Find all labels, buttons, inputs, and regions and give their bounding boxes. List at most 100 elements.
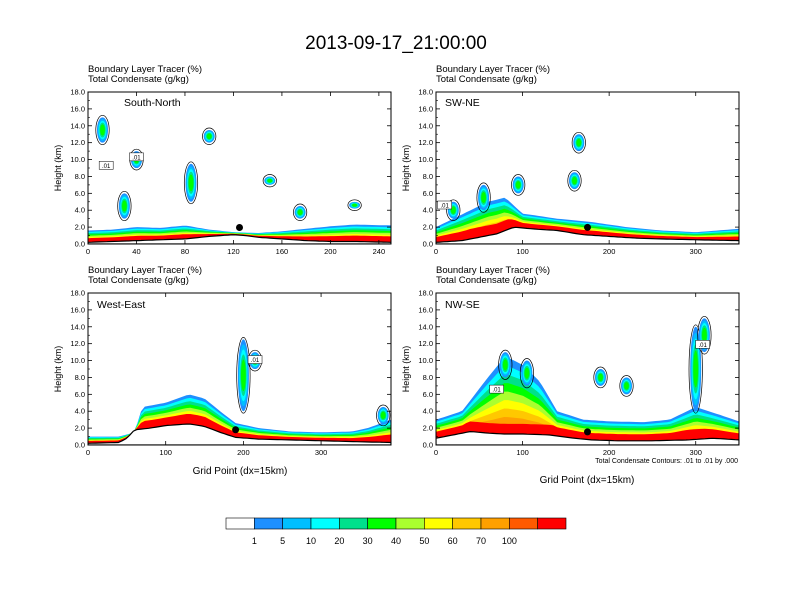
- colorbar-swatch: [395, 517, 425, 530]
- cloud-plume: [450, 206, 456, 214]
- condensate-contour: [347, 199, 362, 211]
- x-tick-label: 100: [516, 448, 529, 457]
- variable-label-condensate: Total Condensate (g/kg): [436, 275, 537, 286]
- tracer-field-south-north: .01 .01: [88, 114, 391, 244]
- condensate-contour: [202, 127, 217, 145]
- y-axis-title: Height (km): [53, 346, 63, 393]
- y-tick-label: 10.0: [70, 356, 85, 365]
- colorbar-label: 10: [306, 536, 316, 546]
- cloud-plume: [624, 382, 629, 390]
- panel-nw-se: .01 .01 0.0 2.0 4.0 6.0 8.0 10.0 12.0 14.0 16.0 18.…: [401, 265, 740, 457]
- colorbar-swatch: [509, 517, 538, 530]
- colorbar: 1 5 10 20 30 40 50 60 70 100: [225, 517, 567, 546]
- y-tick-label: 14.0: [418, 322, 433, 331]
- contour-label: .01: [132, 155, 141, 161]
- condensate-contour: [567, 169, 582, 192]
- terrain: [88, 423, 391, 445]
- cloud-plume: [576, 138, 582, 147]
- colorbar-label: 60: [448, 536, 458, 546]
- condensate-contour: [571, 131, 586, 154]
- contour-label: .01: [698, 343, 707, 349]
- cloud-plume: [693, 350, 699, 388]
- y-tick-label: 12.0: [70, 339, 85, 348]
- location-marker: [232, 426, 240, 434]
- location-marker: [236, 224, 243, 231]
- x-tick-label: 40: [132, 247, 140, 256]
- cloud-plume: [188, 174, 194, 192]
- x-tick-label: 300: [315, 448, 328, 457]
- y-tick-label: 4.0: [423, 206, 433, 215]
- colorbar-swatch: [424, 517, 453, 530]
- y-tick-label: 2.0: [423, 223, 433, 232]
- variable-label-condensate: Total Condensate (g/kg): [88, 275, 189, 286]
- variable-label-condensate: Total Condensate (g/kg): [436, 74, 537, 85]
- x-tick-label: 200: [603, 247, 616, 256]
- contour-label: .01: [440, 204, 449, 210]
- x-tick-label: 100: [516, 247, 529, 256]
- variable-label-tracer: Boundary Layer Tracer (%): [436, 265, 550, 276]
- contour-label-box: [98, 161, 114, 170]
- colorbar-label: 40: [391, 536, 401, 546]
- condensate-contour: [498, 349, 513, 380]
- y-tick-label: 14.0: [418, 121, 433, 130]
- cloud-plume: [572, 176, 577, 185]
- colorbar-label: 20: [334, 536, 344, 546]
- colorbar-swatch: [537, 517, 567, 530]
- cloud-plume: [481, 192, 486, 204]
- y-tick-label: 12.0: [70, 138, 85, 147]
- y-tick-label: 12.0: [418, 138, 433, 147]
- y-tick-label: 18.0: [70, 289, 85, 298]
- x-tick-label: 240: [373, 247, 386, 256]
- y-tick-label: 8.0: [423, 172, 433, 181]
- x-axis-title-nw-se: Grid Point (dx=15km): [540, 475, 635, 486]
- cloud-plume: [241, 359, 246, 392]
- y-tick-label: 2.0: [75, 424, 85, 433]
- colorbar-swatch: [480, 517, 510, 530]
- y-tick-label: 12.0: [418, 339, 433, 348]
- condensate-contour: [593, 366, 608, 389]
- contour-label-box: [489, 384, 504, 394]
- tracer-core: [88, 414, 391, 444]
- contour-label-box: [695, 340, 710, 349]
- y-tick-label: 14.0: [70, 121, 85, 130]
- condensate-contour: [519, 358, 534, 389]
- colorbar-label: 5: [280, 536, 285, 546]
- x-axis-title-west-east: Grid Point (dx=15km): [193, 466, 288, 477]
- cloud-plume: [267, 178, 273, 183]
- colorbar-swatch: [310, 517, 340, 530]
- terrain: [436, 430, 739, 445]
- y-tick-label: 2.0: [75, 223, 85, 232]
- y-tick-label: 16.0: [70, 104, 85, 113]
- location-marker: [584, 223, 591, 231]
- panels: .01 .01 0.0 2.0 4.0 6.0 8.0 10.0 12.0 14.0 16.0 18.…: [53, 64, 740, 457]
- colorbar-label: 50: [419, 536, 429, 546]
- y-tick-label: 4.0: [75, 206, 85, 215]
- condensate-contour: [293, 203, 308, 221]
- variable-label-tracer: Boundary Layer Tracer (%): [88, 64, 202, 75]
- plot-frame: [87, 91, 392, 245]
- y-tick-label: 16.0: [70, 305, 85, 314]
- y-axis-title: Height (km): [53, 145, 63, 192]
- y-tick-label: 18.0: [418, 289, 433, 298]
- condensate-contour: [688, 324, 703, 414]
- y-tick-label: 0.0: [423, 441, 433, 450]
- terrain: [88, 234, 391, 244]
- tracer-core: [436, 421, 739, 441]
- colorbar-swatch: [225, 517, 255, 530]
- panel-west-east: .01 0.0 2.0 4.0 6.0 8.0 10.0 12.0 14.0 16.0 18.0 0 1…: [53, 265, 392, 457]
- x-tick-label: 200: [324, 247, 337, 256]
- main-title: 2013-09-17_21:00:00: [305, 33, 487, 54]
- y-tick-label: 8.0: [75, 373, 85, 382]
- y-tick-label: 16.0: [418, 104, 433, 113]
- colorbar-label: 1: [252, 536, 257, 546]
- variable-label-condensate: Total Condensate (g/kg): [88, 74, 189, 85]
- panel-south-north: .01 .01 0.0 2.0 4.0 6.0 8.0 10.0 12.0 14.0 16.0 18.…: [53, 64, 392, 256]
- cloud-plume: [524, 367, 530, 379]
- condensate-contour: [476, 182, 491, 213]
- y-axis-title: Height (km): [401, 145, 411, 192]
- y-tick-label: 10.0: [70, 155, 85, 164]
- x-tick-label: 160: [276, 247, 289, 256]
- condensate-contour: [236, 337, 251, 414]
- colorbar-label: 70: [476, 536, 486, 546]
- y-tick-label: 6.0: [75, 390, 85, 399]
